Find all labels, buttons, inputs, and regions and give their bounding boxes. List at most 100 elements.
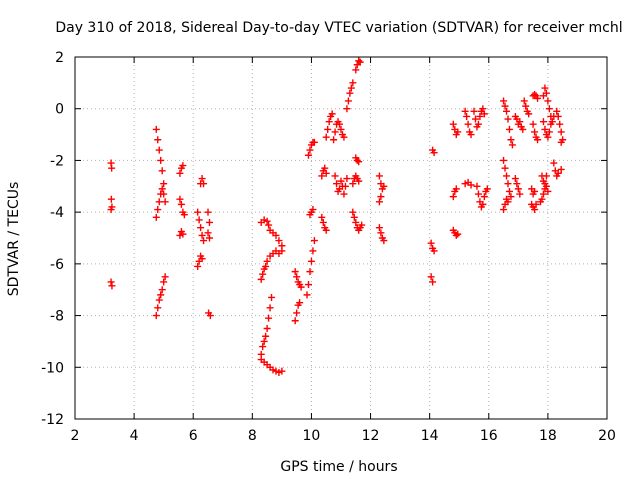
data-point — [358, 221, 366, 229]
data-point — [483, 185, 491, 193]
data-point — [179, 162, 187, 170]
x-tick-label: 6 — [189, 428, 198, 444]
data-point — [476, 112, 484, 120]
data-point — [542, 172, 550, 180]
data-point — [318, 213, 326, 221]
data-point — [541, 84, 549, 92]
data-point — [534, 136, 542, 144]
x-tick-label: 10 — [303, 428, 321, 444]
data-point — [194, 208, 202, 216]
data-point — [344, 97, 352, 105]
data-point — [461, 107, 469, 115]
data-point — [108, 164, 116, 172]
data-point — [547, 120, 555, 128]
data-point — [525, 110, 533, 118]
data-point — [375, 224, 383, 232]
data-point — [501, 102, 509, 110]
data-point — [550, 159, 558, 167]
data-point — [352, 218, 360, 226]
data-point — [508, 141, 516, 149]
data-point — [532, 200, 540, 208]
data-point — [293, 273, 301, 281]
data-point — [204, 229, 212, 237]
data-point — [505, 187, 513, 195]
data-point — [205, 218, 213, 226]
data-point — [556, 120, 564, 128]
data-point — [309, 247, 317, 255]
data-point — [514, 185, 522, 193]
data-point — [198, 175, 206, 183]
data-point — [107, 206, 115, 214]
data-point — [449, 193, 457, 201]
data-point — [197, 224, 205, 232]
data-point — [430, 247, 438, 255]
data-point — [464, 120, 472, 128]
data-point — [160, 180, 168, 188]
data-point — [474, 120, 482, 128]
data-point — [158, 286, 166, 294]
data-point — [522, 102, 530, 110]
data-point — [538, 195, 546, 203]
y-tick-labels: -12 -10 -8 -6 -4 -2 0 2 — [41, 50, 64, 428]
data-point — [479, 105, 487, 113]
data-point — [353, 156, 361, 164]
y-tick-label: -2 — [50, 153, 64, 169]
data-point — [266, 304, 274, 312]
data-point — [291, 268, 299, 276]
data-point — [341, 182, 349, 190]
data-point — [452, 185, 460, 193]
data-point — [297, 283, 305, 291]
data-point — [152, 312, 160, 320]
data-point — [557, 165, 565, 173]
data-point — [531, 187, 539, 195]
x-tick-label: 14 — [421, 428, 439, 444]
data-point — [503, 107, 511, 115]
x-axis-label: GPS time / hours — [280, 459, 397, 475]
data-point — [154, 304, 162, 312]
data-point — [205, 234, 213, 242]
data-point — [161, 273, 169, 281]
data-point — [500, 156, 508, 164]
data-point — [505, 125, 513, 133]
data-point — [454, 128, 462, 136]
data-point — [541, 125, 549, 133]
data-point — [293, 309, 301, 317]
data-point — [470, 107, 478, 115]
data-point — [306, 268, 314, 276]
data-point — [380, 182, 388, 190]
data-point — [500, 206, 508, 214]
data-point — [375, 172, 383, 180]
grid-lines — [75, 57, 607, 419]
data-point — [501, 164, 509, 172]
data-point — [263, 217, 271, 225]
data-point — [330, 136, 338, 144]
data-point — [531, 90, 539, 98]
data-point — [108, 282, 116, 290]
data-point — [272, 231, 280, 239]
data-point — [356, 58, 364, 66]
data-point — [161, 198, 169, 206]
data-point — [337, 125, 345, 133]
data-point — [278, 367, 286, 375]
data-point — [319, 218, 327, 226]
data-point — [260, 337, 268, 345]
data-point — [544, 133, 552, 141]
data-point — [539, 190, 547, 198]
data-point — [545, 105, 553, 113]
data-point — [275, 237, 283, 245]
x-tick-label: 16 — [480, 428, 498, 444]
data-point — [152, 125, 160, 133]
data-point — [306, 146, 314, 154]
y-tick-label: 0 — [55, 102, 64, 118]
x-tick-label: 8 — [248, 428, 257, 444]
data-point — [322, 226, 330, 234]
data-point — [180, 211, 188, 219]
data-point — [504, 180, 512, 188]
data-point — [291, 317, 299, 325]
x-tick-label: 20 — [598, 428, 616, 444]
data-point — [155, 198, 163, 206]
data-point — [333, 180, 341, 188]
data-point — [479, 200, 487, 208]
data-point — [157, 291, 165, 299]
